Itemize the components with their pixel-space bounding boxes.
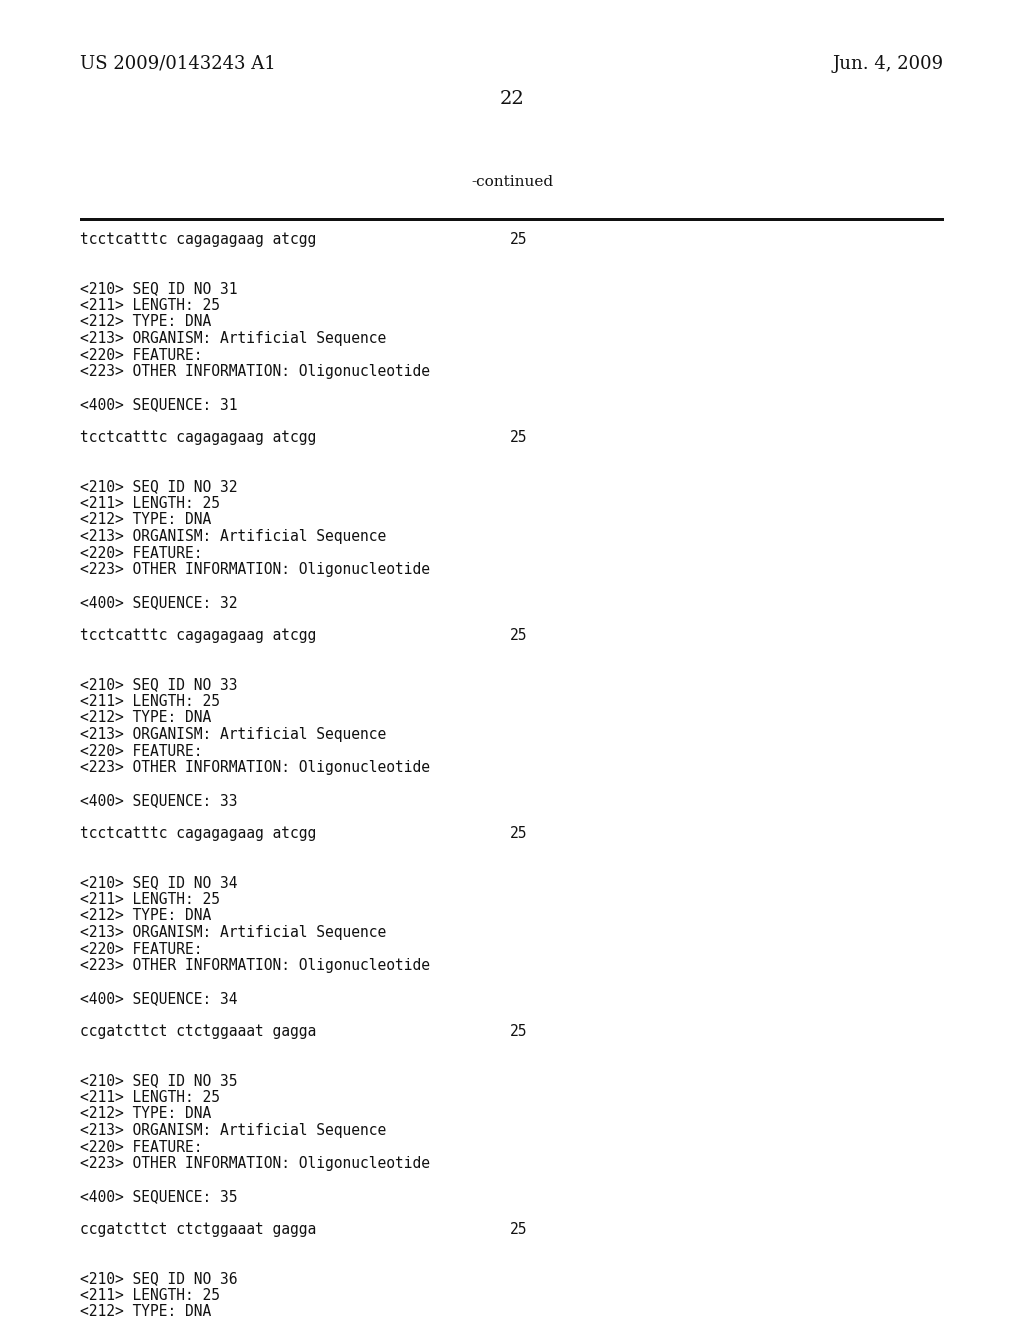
Text: ccgatcttct ctctggaaat gagga: ccgatcttct ctctggaaat gagga [80, 1024, 316, 1039]
Text: <220> FEATURE:: <220> FEATURE: [80, 545, 203, 561]
Text: 22: 22 [500, 90, 524, 108]
Text: tcctcatttc cagagagaag atcgg: tcctcatttc cagagagaag atcgg [80, 826, 316, 841]
Text: <400> SEQUENCE: 35: <400> SEQUENCE: 35 [80, 1189, 238, 1204]
Text: <213> ORGANISM: Artificial Sequence: <213> ORGANISM: Artificial Sequence [80, 331, 386, 346]
Text: <400> SEQUENCE: 33: <400> SEQUENCE: 33 [80, 793, 238, 808]
Text: <210> SEQ ID NO 31: <210> SEQ ID NO 31 [80, 281, 238, 297]
Text: <213> ORGANISM: Artificial Sequence: <213> ORGANISM: Artificial Sequence [80, 529, 386, 544]
Text: <213> ORGANISM: Artificial Sequence: <213> ORGANISM: Artificial Sequence [80, 1123, 386, 1138]
Text: <211> LENGTH: 25: <211> LENGTH: 25 [80, 496, 220, 511]
Text: -continued: -continued [471, 176, 553, 189]
Text: US 2009/0143243 A1: US 2009/0143243 A1 [80, 55, 275, 73]
Text: <223> OTHER INFORMATION: Oligonucleotide: <223> OTHER INFORMATION: Oligonucleotide [80, 958, 430, 973]
Text: <400> SEQUENCE: 34: <400> SEQUENCE: 34 [80, 991, 238, 1006]
Text: <223> OTHER INFORMATION: Oligonucleotide: <223> OTHER INFORMATION: Oligonucleotide [80, 760, 430, 775]
Text: 25: 25 [510, 232, 527, 247]
Text: <211> LENGTH: 25: <211> LENGTH: 25 [80, 694, 220, 709]
Text: <400> SEQUENCE: 31: <400> SEQUENCE: 31 [80, 397, 238, 412]
Text: <220> FEATURE:: <220> FEATURE: [80, 941, 203, 957]
Text: <211> LENGTH: 25: <211> LENGTH: 25 [80, 1090, 220, 1105]
Text: 25: 25 [510, 628, 527, 643]
Text: <213> ORGANISM: Artificial Sequence: <213> ORGANISM: Artificial Sequence [80, 925, 386, 940]
Text: 25: 25 [510, 1222, 527, 1237]
Text: <210> SEQ ID NO 33: <210> SEQ ID NO 33 [80, 677, 238, 693]
Text: <212> TYPE: DNA: <212> TYPE: DNA [80, 314, 211, 330]
Text: <220> FEATURE:: <220> FEATURE: [80, 1139, 203, 1155]
Text: <223> OTHER INFORMATION: Oligonucleotide: <223> OTHER INFORMATION: Oligonucleotide [80, 562, 430, 577]
Text: <213> ORGANISM: Artificial Sequence: <213> ORGANISM: Artificial Sequence [80, 727, 386, 742]
Bar [80, 218, 944, 220]
Text: <212> TYPE: DNA: <212> TYPE: DNA [80, 710, 211, 726]
Text: <210> SEQ ID NO 36: <210> SEQ ID NO 36 [80, 1271, 238, 1287]
Text: tcctcatttc cagagagaag atcgg: tcctcatttc cagagagaag atcgg [80, 232, 316, 247]
Text: 25: 25 [510, 826, 527, 841]
Text: <220> FEATURE:: <220> FEATURE: [80, 347, 203, 363]
Text: <223> OTHER INFORMATION: Oligonucleotide: <223> OTHER INFORMATION: Oligonucleotide [80, 364, 430, 379]
Text: tcctcatttc cagagagaag atcgg: tcctcatttc cagagagaag atcgg [80, 430, 316, 445]
Text: <211> LENGTH: 25: <211> LENGTH: 25 [80, 1288, 220, 1303]
Text: <212> TYPE: DNA: <212> TYPE: DNA [80, 512, 211, 528]
Text: <212> TYPE: DNA: <212> TYPE: DNA [80, 908, 211, 924]
Text: <223> OTHER INFORMATION: Oligonucleotide: <223> OTHER INFORMATION: Oligonucleotide [80, 1156, 430, 1171]
Text: ccgatcttct ctctggaaat gagga: ccgatcttct ctctggaaat gagga [80, 1222, 316, 1237]
Text: 25: 25 [510, 1024, 527, 1039]
Text: tcctcatttc cagagagaag atcgg: tcctcatttc cagagagaag atcgg [80, 628, 316, 643]
Text: <210> SEQ ID NO 34: <210> SEQ ID NO 34 [80, 875, 238, 891]
Text: <211> LENGTH: 25: <211> LENGTH: 25 [80, 892, 220, 907]
Text: <212> TYPE: DNA: <212> TYPE: DNA [80, 1304, 211, 1320]
Text: <211> LENGTH: 25: <211> LENGTH: 25 [80, 298, 220, 313]
Text: Jun. 4, 2009: Jun. 4, 2009 [833, 55, 944, 73]
Text: <220> FEATURE:: <220> FEATURE: [80, 743, 203, 759]
Text: <400> SEQUENCE: 32: <400> SEQUENCE: 32 [80, 595, 238, 610]
Text: <212> TYPE: DNA: <212> TYPE: DNA [80, 1106, 211, 1122]
Text: <210> SEQ ID NO 35: <210> SEQ ID NO 35 [80, 1073, 238, 1089]
Text: <210> SEQ ID NO 32: <210> SEQ ID NO 32 [80, 479, 238, 495]
Text: 25: 25 [510, 430, 527, 445]
